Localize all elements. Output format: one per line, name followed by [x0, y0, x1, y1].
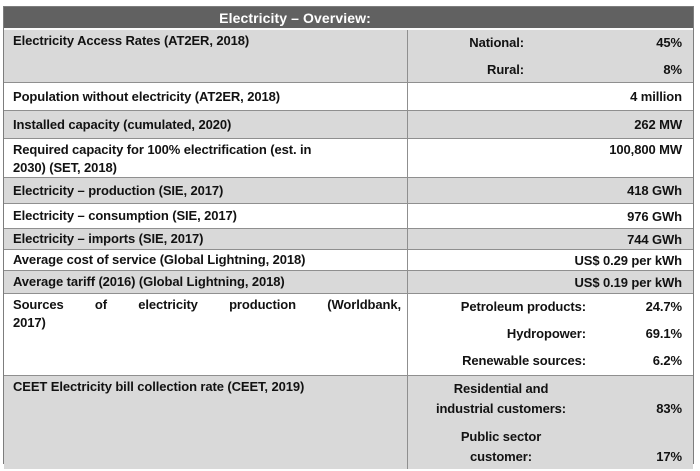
entry-label: Rural: — [487, 62, 524, 77]
entry-value: 24.7% — [645, 299, 682, 314]
row-value: 976 GWh — [408, 204, 693, 228]
entry-label: Petroleum products: — [460, 299, 586, 314]
value-text: US$ 0.19 per kWh — [574, 274, 683, 290]
entry-national: National: 45% — [416, 33, 682, 53]
entry-label-line: Residential and — [453, 381, 549, 396]
value-text: US$ 0.29 per kWh — [574, 252, 683, 268]
table-row-access-rates: Electricity Access Rates (AT2ER, 2018) N… — [4, 30, 693, 83]
row-label: Average cost of service (Global Lightnin… — [4, 250, 408, 270]
row-label: Sources of electricity production (World… — [4, 294, 408, 375]
table-row-production: Electricity – production (SIE, 2017) 418… — [4, 178, 693, 204]
value-text: 4 million — [630, 89, 682, 104]
table-title: Electricity – Overview: — [219, 9, 371, 26]
entry-hydropower: Hydropower: 69.1% — [416, 324, 682, 344]
value-text: 262 MW — [634, 117, 682, 132]
row-label-line: 2030) (SET, 2018) — [13, 160, 117, 175]
entry-label-line: Public sector — [460, 429, 542, 444]
value-text: 976 GWh — [627, 208, 682, 224]
entry-value: 17% — [656, 449, 682, 464]
table-row-installed-capacity: Installed capacity (cumulated, 2020) 262… — [4, 111, 693, 139]
row-values: Petroleum products: 24.7% Hydropower: 69… — [408, 294, 693, 375]
row-label-line: 2017) — [13, 315, 46, 330]
table-row-consumption: Electricity – consumption (SIE, 2017) 97… — [4, 204, 693, 229]
table-row-required-capacity: Required capacity for 100% electrificati… — [4, 139, 693, 178]
entry-residential-industrial: Residential and industrial customers: 83… — [416, 379, 682, 419]
row-value: US$ 0.19 per kWh — [408, 271, 693, 293]
table-row-imports: Electricity – imports (SIE, 2017) 744 GW… — [4, 229, 693, 250]
entry-label: Residential and industrial customers: — [416, 379, 586, 419]
row-label: Average tariff (2016) (Global Lightning,… — [4, 271, 408, 293]
entry-value: 6.2% — [652, 353, 682, 368]
row-label: Electricity Access Rates (AT2ER, 2018) — [4, 30, 408, 82]
entry-label: Renewable sources: — [462, 353, 586, 368]
table-row-bill-collection: CEET Electricity bill collection rate (C… — [4, 376, 693, 469]
table-row-average-cost: Average cost of service (Global Lightnin… — [4, 250, 693, 271]
table-header-bar: Electricity – Overview: — [4, 7, 693, 30]
entry-value: 83% — [656, 401, 682, 416]
entry-renewable: Renewable sources: 6.2% — [416, 351, 682, 371]
electricity-overview-table: Electricity – Overview: Electricity Acce… — [3, 6, 694, 469]
row-values: National: 45% Rural: 8% — [408, 30, 693, 82]
row-value: 4 million — [408, 83, 693, 110]
entry-petroleum: Petroleum products: 24.7% — [416, 297, 682, 317]
row-value: US$ 0.29 per kWh — [408, 250, 693, 270]
row-label: Electricity – consumption (SIE, 2017) — [4, 204, 408, 228]
row-values: Residential and industrial customers: 83… — [408, 376, 693, 469]
table-row-average-tariff: Average tariff (2016) (Global Lightning,… — [4, 271, 693, 294]
entry-rural: Rural: 8% — [416, 60, 682, 80]
row-label: Required capacity for 100% electrificati… — [4, 139, 408, 177]
row-label-line: Required capacity for 100% electrificati… — [13, 142, 312, 157]
table-row-production-sources: Sources of electricity production (World… — [4, 294, 693, 376]
value-text: 744 GWh — [627, 231, 682, 247]
entry-value: 69.1% — [645, 326, 682, 341]
entry-label-line: industrial customers: — [435, 401, 567, 416]
row-label-line: Sources of electricity production (World… — [13, 297, 401, 312]
row-label: Population without electricity (AT2ER, 2… — [4, 83, 408, 110]
row-value: 262 MW — [408, 111, 693, 138]
row-label: CEET Electricity bill collection rate (C… — [4, 376, 408, 469]
row-value: 418 GWh — [408, 178, 693, 203]
entry-value: 8% — [663, 62, 682, 77]
entry-label: National: — [469, 35, 524, 50]
value-text: 418 GWh — [627, 183, 682, 198]
row-value: 744 GWh — [408, 229, 693, 249]
entry-value: 45% — [656, 35, 682, 50]
value-text: 100,800 MW — [609, 142, 682, 157]
entry-public-sector: Public sector customer: 17% — [416, 427, 682, 467]
table-row-population: Population without electricity (AT2ER, 2… — [4, 83, 693, 111]
entry-label-line: customer: — [470, 449, 532, 464]
entry-label: Hydropower: — [506, 326, 586, 341]
row-value: 100,800 MW — [408, 139, 693, 177]
entry-label: Public sector customer: — [416, 427, 586, 467]
row-label: Electricity – production (SIE, 2017) — [4, 178, 408, 203]
row-label: Electricity – imports (SIE, 2017) — [4, 229, 408, 249]
row-label: Installed capacity (cumulated, 2020) — [4, 111, 408, 138]
